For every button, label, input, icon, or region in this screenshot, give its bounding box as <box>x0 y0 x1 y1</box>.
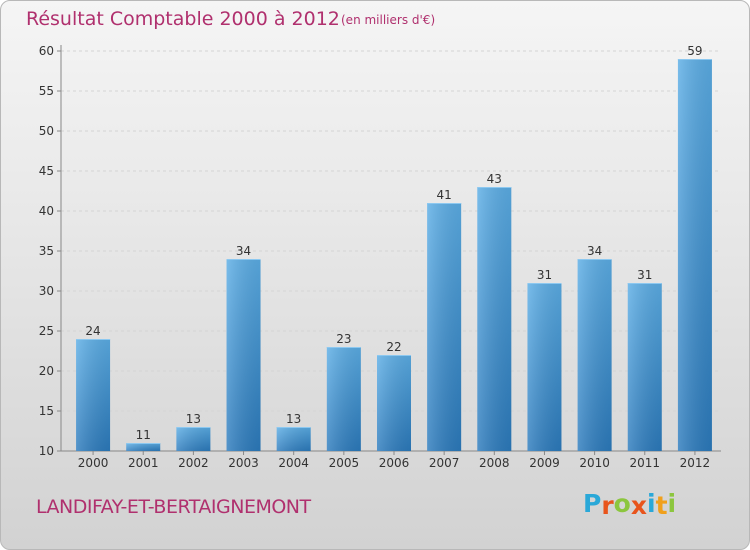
y-tick-label: 60 <box>39 44 54 58</box>
bar-shade <box>126 443 161 451</box>
x-tick-label: 2001 <box>128 456 159 470</box>
bar-shade <box>326 347 361 451</box>
x-tick-label: 2006 <box>379 456 410 470</box>
bar-shade <box>276 427 311 451</box>
logo-letter: o <box>613 489 631 518</box>
x-tick-label: 2011 <box>629 456 660 470</box>
x-tick-label: 2010 <box>579 456 610 470</box>
data-label: 31 <box>537 268 552 282</box>
bar-shade <box>377 355 411 451</box>
x-tick-label: 2009 <box>529 456 560 470</box>
bar-shade <box>427 203 462 451</box>
bar-shade <box>627 283 662 451</box>
y-tick-label: 35 <box>39 244 54 258</box>
x-tick-label: 2007 <box>429 456 460 470</box>
bar-shade <box>527 283 562 451</box>
y-tick-label: 15 <box>39 404 54 418</box>
logo-letter: x <box>630 491 647 520</box>
bar-shade <box>477 187 512 451</box>
y-tick-label: 10 <box>39 444 54 458</box>
commune-name: LANDIFAY-ET-BERTAIGNEMONT <box>36 496 311 518</box>
y-tick-label: 30 <box>39 284 54 298</box>
bars <box>76 59 712 451</box>
x-tick-label: 2003 <box>228 456 259 470</box>
y-tick-label: 45 <box>39 164 54 178</box>
bar-shade <box>226 259 261 451</box>
bar-shade <box>76 339 111 451</box>
data-label: 11 <box>136 428 151 442</box>
data-label: 34 <box>236 244 251 258</box>
y-tick-label: 25 <box>39 324 54 338</box>
y-tick-label: 20 <box>39 364 54 378</box>
y-tick-label: 40 <box>39 204 54 218</box>
logo-letter: i <box>667 489 677 518</box>
logo-letter: i <box>647 489 656 518</box>
x-tick-label: 2000 <box>78 456 109 470</box>
chart-title: Résultat Comptable 2000 à 2012 <box>26 8 340 30</box>
data-label: 34 <box>587 244 602 258</box>
logo-letter: t <box>655 491 668 520</box>
logo-letter: r <box>601 491 614 520</box>
x-tick-label: 2005 <box>329 456 360 470</box>
data-label: 43 <box>487 172 502 186</box>
bar-shade <box>677 59 712 451</box>
bar-shade <box>176 427 211 451</box>
data-label: 24 <box>85 324 100 338</box>
y-tick-label: 55 <box>39 84 54 98</box>
bar-shade <box>577 259 612 451</box>
y-tick-label: 50 <box>39 124 54 138</box>
x-tick-label: 2002 <box>178 456 209 470</box>
data-label: 13 <box>286 412 301 426</box>
data-label: 41 <box>437 188 452 202</box>
x-tick-label: 2012 <box>680 456 711 470</box>
data-label: 31 <box>637 268 652 282</box>
logo-letter: P <box>583 489 602 518</box>
data-label: 22 <box>386 340 401 354</box>
data-label: 59 <box>687 44 702 58</box>
labels: 10 15 20 25 30 35 40 45 50 55 60 24 2000 11 2001 13 2002… <box>39 44 710 470</box>
chart-subtitle: (en milliers d'€) <box>341 13 436 27</box>
x-tick-label: 2008 <box>479 456 510 470</box>
data-label: 13 <box>186 412 201 426</box>
data-label: 23 <box>336 332 351 346</box>
x-tick-label: 2004 <box>278 456 309 470</box>
proxiti-logo[interactable]: Proxiti <box>583 489 677 520</box>
